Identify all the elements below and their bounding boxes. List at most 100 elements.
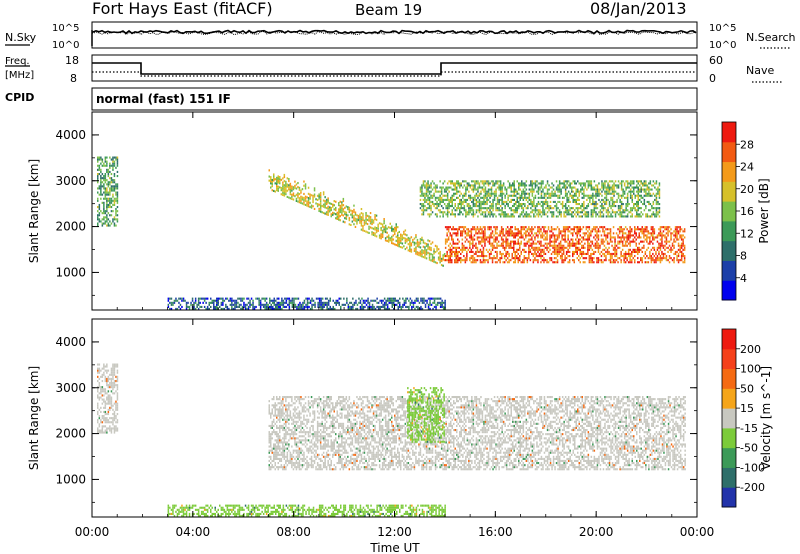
echo-cell (551, 207, 553, 210)
echo-cell (473, 261, 476, 264)
echo-cell (644, 226, 647, 229)
echo-cell (261, 303, 263, 306)
echo-cell (489, 200, 491, 203)
echo-cell (511, 255, 513, 258)
echo-cell (482, 257, 485, 260)
echo-cell (367, 307, 369, 310)
echo-cell (380, 233, 382, 236)
echo-cell (484, 213, 487, 216)
echo-cell (602, 240, 604, 243)
echo-cell (440, 196, 443, 199)
echo-cell (596, 246, 598, 249)
echo-cell (512, 184, 514, 187)
echo-cell (578, 190, 580, 193)
echo-cell (213, 301, 215, 304)
echo-cell (327, 211, 329, 214)
echo-cell (104, 156, 107, 159)
echo-cell (597, 228, 600, 231)
echo-cell (558, 180, 561, 183)
echo-cell (429, 299, 431, 302)
echo-cell (110, 404, 113, 407)
echo-cell (617, 184, 620, 187)
echo-cell (645, 184, 647, 187)
echo-cell (617, 228, 619, 231)
echo-cell (573, 230, 575, 233)
echo-cell (646, 194, 649, 197)
echo-cell (403, 232, 405, 235)
echo-cell (384, 224, 387, 227)
echo-cell (484, 259, 486, 262)
echo-cell (106, 218, 108, 221)
echo-cell (103, 365, 105, 368)
power-data-cells (97, 156, 686, 310)
echo-cell (651, 205, 653, 208)
echo-cell (501, 213, 503, 216)
echo-cell (419, 254, 422, 257)
echo-cell (113, 427, 116, 430)
echo-cell (535, 259, 538, 262)
echo-cell (674, 228, 677, 231)
echo-cell (307, 186, 310, 189)
echo-cell (468, 196, 470, 199)
echo-cell (599, 211, 602, 214)
echo-cell (661, 232, 663, 235)
echo-cell (481, 213, 484, 216)
echo-cell (112, 404, 114, 407)
echo-cell (344, 303, 347, 306)
echo-cell (484, 255, 486, 258)
echo-cell (524, 205, 526, 208)
echo-cell (514, 252, 516, 255)
echo-cell (100, 220, 102, 223)
echo-cell (643, 236, 645, 239)
echo-cell (383, 222, 385, 225)
echo-cell (589, 200, 591, 203)
echo-cell (530, 207, 532, 210)
echo-cell (510, 190, 512, 193)
echo-cell (531, 203, 534, 206)
echo-cell (110, 429, 113, 432)
echo-cell (504, 196, 506, 199)
echo-cell (613, 203, 615, 206)
echo-cell (505, 259, 507, 262)
echo-cell (451, 244, 453, 247)
echo-cell (677, 232, 680, 235)
echo-cell (264, 307, 266, 310)
echo-cell (528, 213, 531, 216)
echo-cell (646, 226, 648, 229)
echo-cell (461, 234, 464, 237)
echo-cell (571, 182, 573, 185)
echo-cell (481, 240, 483, 243)
echo-cell (309, 301, 312, 304)
echo-cell (466, 259, 468, 262)
echo-cell (178, 305, 180, 308)
echo-cell (639, 180, 641, 183)
echo-cell (580, 182, 582, 185)
echo-cell (591, 257, 594, 260)
echo-cell (428, 198, 431, 201)
echo-cell (430, 297, 433, 300)
echo-cell (596, 232, 598, 235)
echo-cell (652, 226, 654, 229)
echo-cell (432, 307, 434, 310)
echo-cell (199, 305, 201, 308)
echo-cell (564, 238, 566, 241)
echo-cell (253, 305, 256, 308)
echo-cell (558, 236, 560, 239)
echo-cell (657, 186, 659, 189)
echo-cell (614, 184, 617, 187)
echo-cell (104, 220, 107, 223)
echo-cell (602, 198, 605, 201)
echo-cell (371, 223, 373, 226)
echo-cell (100, 429, 102, 432)
echo-cell (416, 251, 419, 254)
echo-cell (279, 182, 281, 185)
echo-cell (489, 194, 491, 197)
echo-cell (246, 307, 248, 310)
echo-cell (446, 196, 449, 199)
echo-cell (265, 303, 268, 306)
echo-cell (547, 261, 550, 264)
echo-cell (528, 234, 530, 237)
echo-cell (472, 205, 475, 208)
echo-cell (406, 246, 408, 249)
echo-cell (400, 233, 402, 236)
